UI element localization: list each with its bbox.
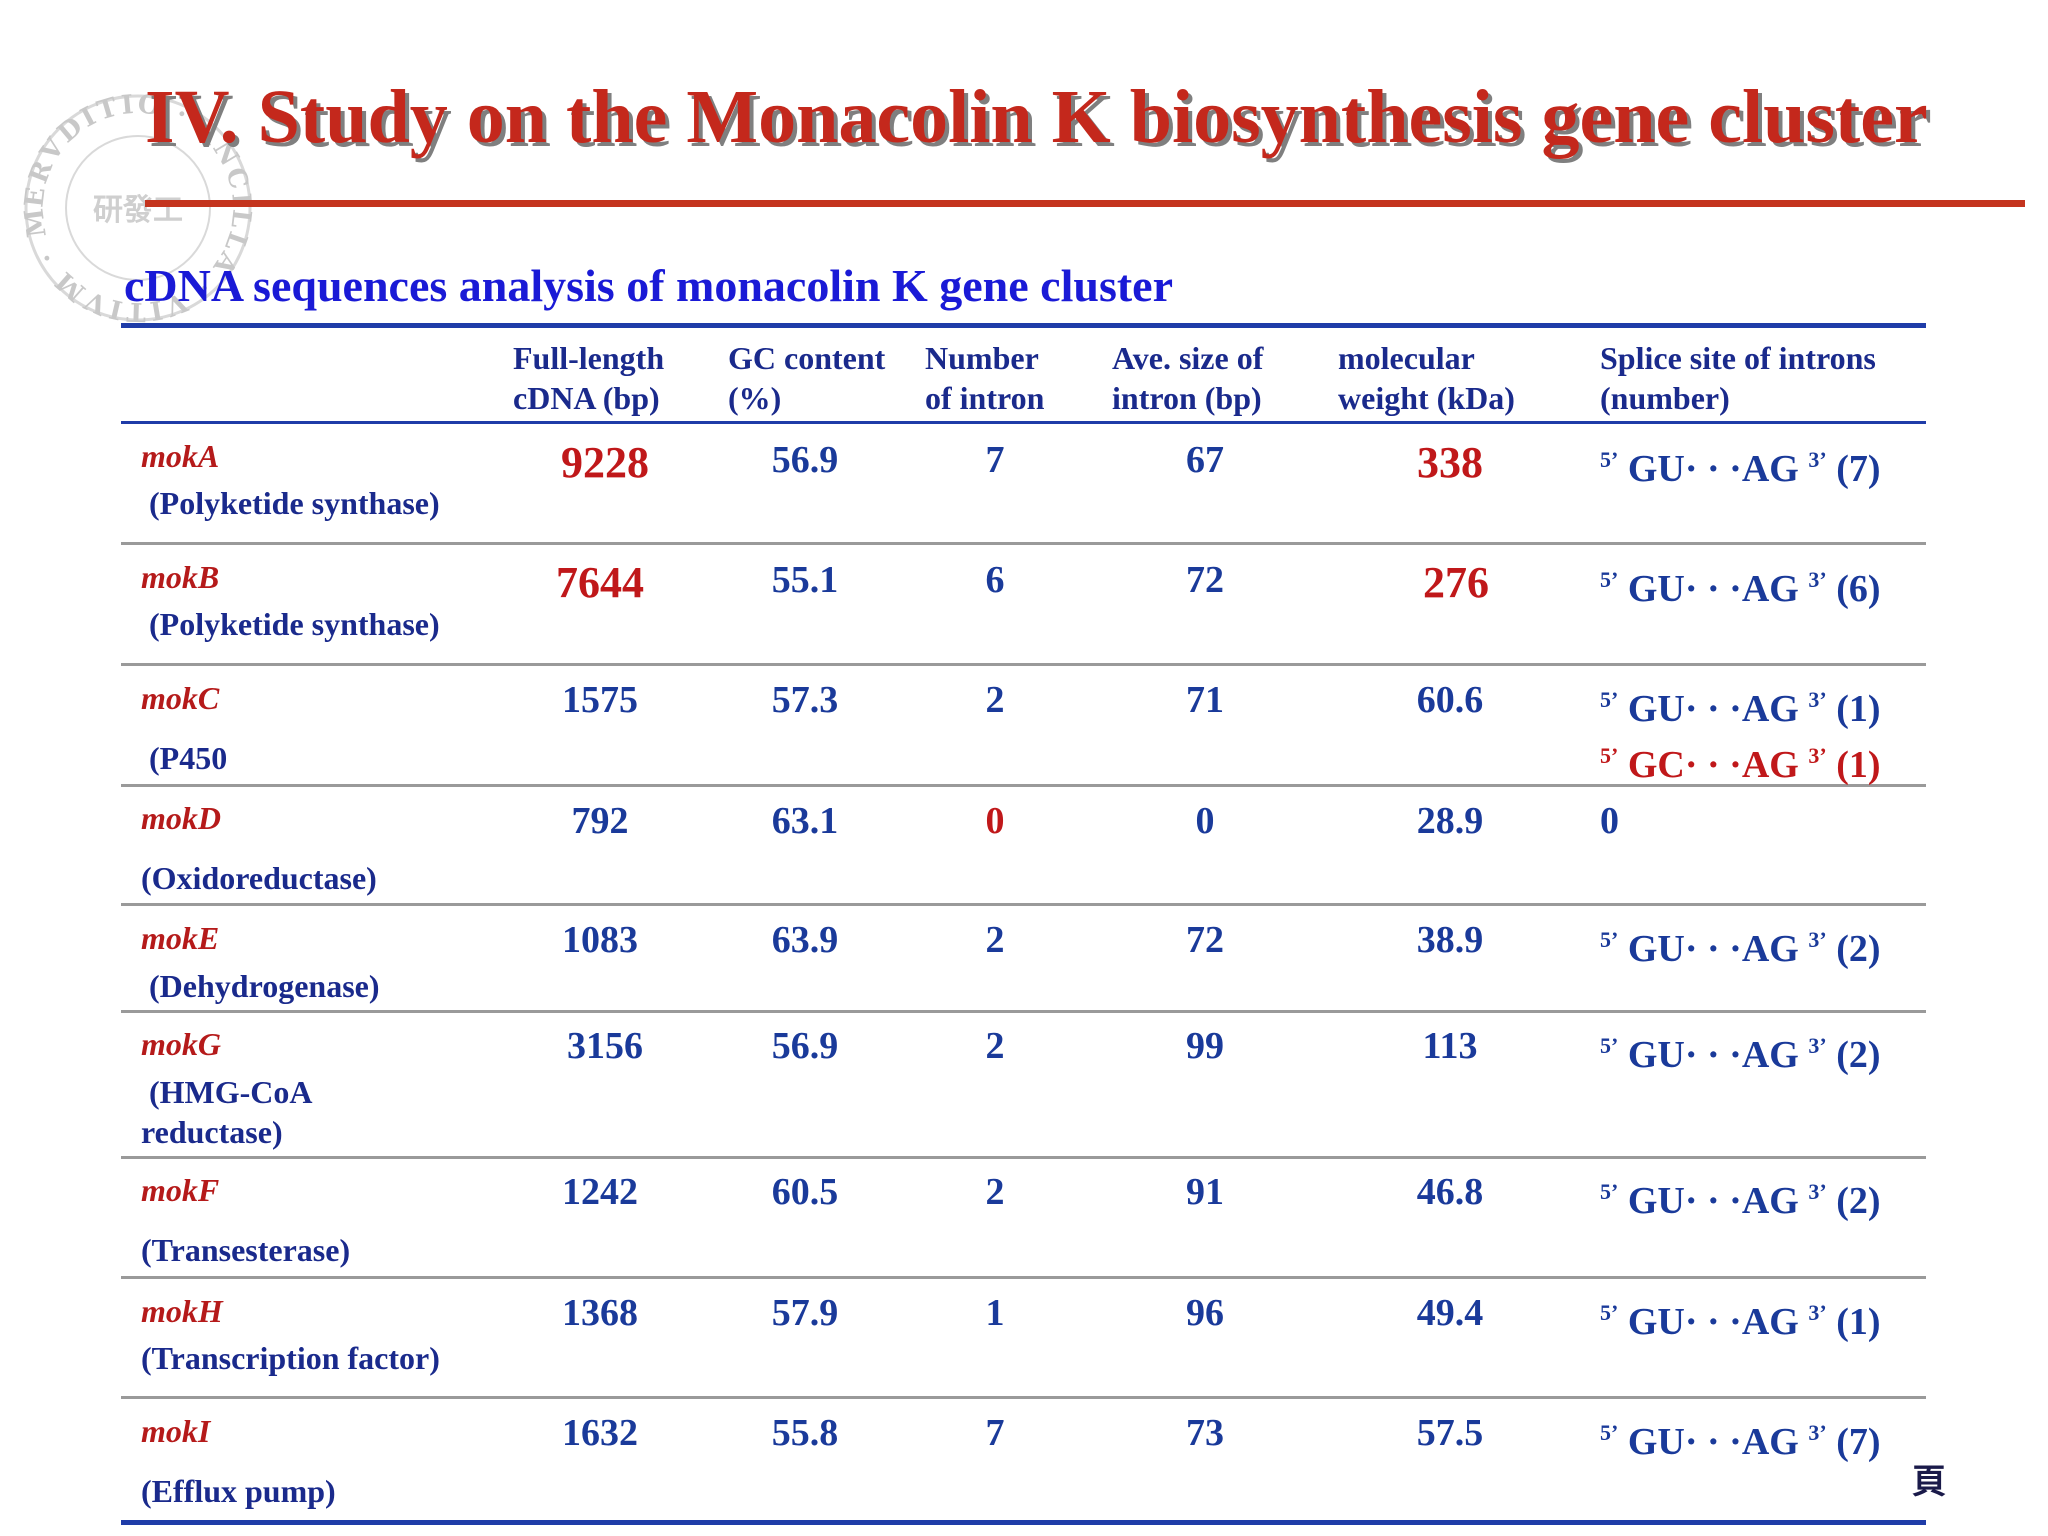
gene-name: mokB [141, 559, 220, 595]
header-gc: GC content(%) [728, 340, 886, 416]
svg-text:研發工: 研發工 [93, 193, 183, 228]
slide-title: IV. Study on the Monacolin K biosynthesi… [145, 75, 1928, 159]
header-cdna: Full-length cDNA (bp) [513, 340, 665, 416]
gc-content: 63.1 [771, 800, 839, 842]
cdna-length: 1368 [562, 1292, 638, 1334]
row-separator [121, 1396, 1926, 1399]
table-bottom-rule [121, 1520, 1926, 1525]
intron-avg-size: 91 [1186, 1171, 1224, 1213]
row-separator [121, 1276, 1926, 1279]
gene-description: (Dehydrogenase) [149, 968, 380, 1004]
gene-description: (P450 [149, 740, 228, 776]
molecular-weight: 38.9 [1416, 919, 1484, 961]
molecular-weight: 28.9 [1416, 800, 1484, 842]
cdna-length: 1083 [562, 919, 638, 961]
gene-description: (Transesterase) [141, 1232, 351, 1268]
row-separator [121, 903, 1926, 906]
intron-avg-size: 0 [1195, 800, 1215, 842]
header-intron-number: Number of intron [925, 340, 1045, 416]
molecular-weight: 113 [1422, 1025, 1478, 1067]
row-separator [121, 542, 1926, 545]
splice-site: 5’ GU· · ·AG 3’ (2) [1600, 1033, 1881, 1076]
molecular-weight: 46.8 [1416, 1171, 1484, 1213]
molecular-weight: 57.5 [1416, 1412, 1484, 1454]
molecular-weight: 338 [1417, 438, 1483, 487]
gene-description: (Transcription factor) [141, 1340, 440, 1376]
gc-content: 63.9 [771, 919, 839, 961]
gene-description: (Oxidoreductase) [141, 860, 377, 896]
table-header-rule [121, 421, 1926, 424]
row-separator [121, 1010, 1926, 1013]
splice-site: 5’ GU· · ·AG 3’ (1) [1600, 1300, 1881, 1343]
row-separator [121, 1156, 1926, 1159]
cdna-length: 792 [571, 800, 629, 842]
splice-site: 5’ GU· · ·AG 3’ (7) [1600, 1420, 1881, 1463]
intron-count: 0 [985, 800, 1005, 842]
gene-description: (Efflux pump) [141, 1473, 336, 1509]
molecular-weight: 60.6 [1416, 679, 1484, 721]
splice-site: 5’ GU· · ·AG 3’ (1) [1600, 687, 1881, 730]
gc-content: 56.9 [771, 439, 839, 481]
cdna-length: 1242 [562, 1171, 638, 1213]
table-top-rule [121, 323, 1926, 328]
intron-count: 2 [985, 1171, 1005, 1213]
intron-count: 2 [985, 1025, 1005, 1067]
intron-avg-size: 96 [1186, 1292, 1224, 1334]
page-mark: 頁 [1912, 1462, 1946, 1502]
gene-name: mokI [141, 1413, 211, 1449]
gc-content: 60.5 [771, 1171, 839, 1213]
gc-content: 57.3 [771, 679, 839, 721]
row-separator [121, 663, 1926, 666]
intron-avg-size: 71 [1186, 679, 1224, 721]
splice-site: 0 [1600, 800, 1619, 842]
gene-name: mokA [141, 438, 220, 474]
intron-avg-size: 67 [1186, 439, 1224, 481]
gene-description: (Polyketide synthase) [149, 606, 440, 642]
splice-site: 5’ GU· · ·AG 3’ (2) [1600, 1179, 1881, 1222]
gc-content: 56.9 [771, 1025, 839, 1067]
gene-name: mokD [141, 800, 221, 836]
intron-count: 2 [985, 679, 1005, 721]
university-seal-icon: ERVDITIO · ANCILLA · VITIVM · MCM 研發工 [18, 88, 253, 326]
row-separator [121, 784, 1926, 787]
intron-avg-size: 72 [1186, 559, 1224, 601]
splice-site-alternate: 5’ GC· · ·AG 3’ (1) [1600, 743, 1881, 786]
title-underline [145, 200, 2025, 207]
intron-avg-size: 99 [1186, 1025, 1224, 1067]
intron-avg-size: 73 [1186, 1412, 1224, 1454]
gc-content: 57.9 [771, 1292, 839, 1334]
splice-site: 5’ GU· · ·AG 3’ (7) [1600, 447, 1881, 490]
header-molecular-weight: molecular weight (kDa) [1338, 340, 1515, 416]
splice-site: 5’ GU· · ·AG 3’ (6) [1600, 567, 1881, 610]
gene-name: mokG [141, 1026, 221, 1062]
gc-content: 55.8 [771, 1412, 839, 1454]
cdna-length: 1575 [562, 679, 638, 721]
gene-name: mokC [141, 680, 220, 716]
gene-name: mokH [141, 1293, 223, 1329]
slide-subtitle: cDNA sequences analysis of monacolin K g… [124, 260, 1174, 311]
cdna-length: 7644 [556, 558, 644, 607]
gene-description: (Polyketide synthase) [149, 485, 440, 521]
cdna-length: 9228 [561, 438, 649, 487]
intron-count: 2 [985, 919, 1005, 961]
gene-name: mokE [141, 920, 220, 956]
intron-count: 7 [985, 439, 1005, 481]
cdna-length: 1632 [562, 1412, 638, 1454]
gene-description: (HMG-CoA reductase) [141, 1074, 313, 1150]
molecular-weight: 276 [1423, 558, 1489, 607]
molecular-weight: 49.4 [1416, 1292, 1484, 1334]
splice-site: 5’ GU· · ·AG 3’ (2) [1600, 927, 1881, 970]
header-splice-site: Splice site of introns (number) [1600, 340, 1876, 416]
header-intron-size: Ave. size of intron (bp) [1112, 340, 1264, 416]
gene-name: mokF [141, 1172, 220, 1208]
intron-avg-size: 72 [1186, 919, 1224, 961]
intron-count: 6 [985, 559, 1005, 601]
cdna-length: 3156 [567, 1025, 643, 1067]
gc-content: 55.1 [771, 559, 839, 601]
intron-count: 7 [985, 1412, 1005, 1454]
intron-count: 1 [985, 1292, 1005, 1334]
